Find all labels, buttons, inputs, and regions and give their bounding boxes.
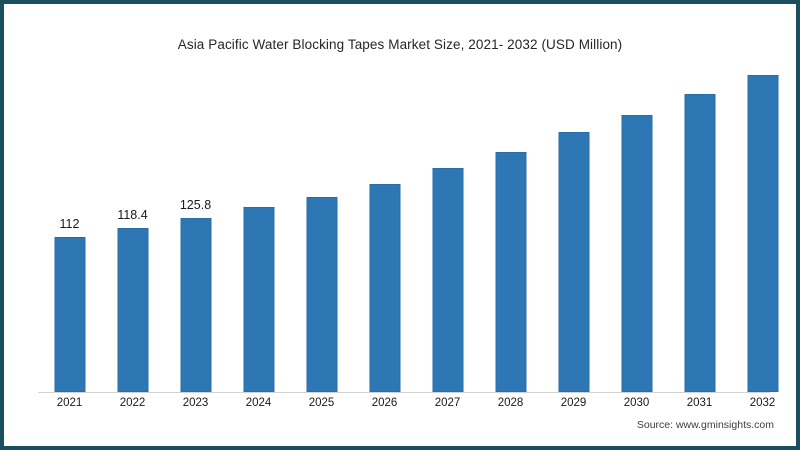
x-tick-label: 2021 — [56, 397, 83, 409]
x-tick-label: 2025 — [308, 397, 335, 409]
bar[interactable] — [180, 218, 211, 392]
bar-group — [227, 74, 290, 392]
bar-group: 125.8 — [164, 74, 227, 392]
bar-group — [353, 74, 416, 392]
bar[interactable] — [369, 184, 400, 392]
bar-group — [668, 74, 731, 392]
x-tick-label: 2030 — [623, 397, 650, 409]
x-tick-label: 2028 — [497, 397, 524, 409]
x-axis-tick-labels: 2021 2022 2023 2024 2025 2026 2027 2028 2029 2030… — [38, 397, 776, 417]
x-tick-label: 2031 — [686, 397, 713, 409]
x-tick-label: 2032 — [749, 397, 776, 409]
bar-group — [290, 74, 353, 392]
bar-group — [605, 74, 668, 392]
x-axis-line — [38, 392, 770, 393]
chart-title: Asia Pacific Water Blocking Tapes Market… — [177, 37, 623, 52]
bar-value-label: 125.8 — [179, 198, 212, 213]
x-tick-label: 2024 — [245, 397, 272, 409]
bar[interactable] — [117, 228, 148, 392]
bar[interactable] — [621, 115, 652, 392]
bar[interactable] — [495, 151, 526, 392]
bar-group — [416, 74, 479, 392]
bar-value-label: 118.4 — [117, 208, 148, 223]
bar[interactable] — [306, 196, 337, 392]
bar[interactable] — [432, 168, 463, 392]
bar[interactable] — [243, 207, 274, 392]
bar-value-label: 112 — [59, 217, 80, 232]
plot-area: 112 118.4 125.8 — [38, 74, 778, 392]
bar[interactable] — [558, 131, 589, 392]
bar-group — [479, 74, 542, 392]
bar[interactable] — [54, 237, 85, 392]
bar[interactable] — [684, 94, 715, 392]
bar[interactable] — [747, 74, 778, 392]
bar-group — [731, 74, 794, 392]
bar-group: 112 — [38, 74, 101, 392]
x-tick-label: 2023 — [182, 397, 209, 409]
x-tick-label: 2026 — [371, 397, 398, 409]
chart-canvas: Asia Pacific Water Blocking Tapes Market… — [4, 4, 796, 446]
source-attribution: Source: www.gminsights.com — [636, 419, 774, 431]
x-tick-label: 2029 — [560, 397, 587, 409]
x-tick-label: 2027 — [434, 397, 461, 409]
bar-group — [542, 74, 605, 392]
bar-group: 118.4 — [101, 74, 164, 392]
x-tick-label: 2022 — [119, 397, 146, 409]
